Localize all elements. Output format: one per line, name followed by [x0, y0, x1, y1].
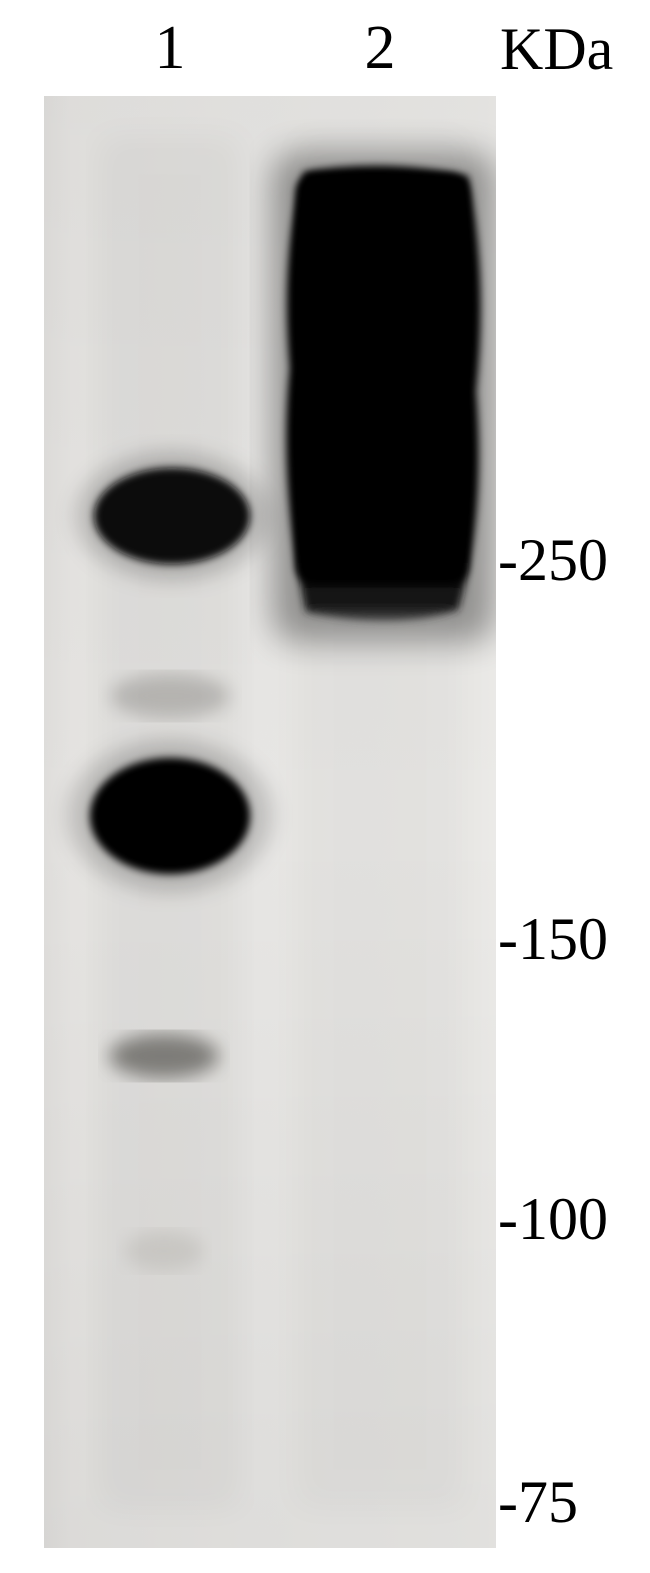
marker-150: -150	[498, 905, 608, 974]
kda-unit-label: KDa	[500, 15, 613, 84]
marker-250: -250	[498, 526, 608, 595]
marker-100: -100	[498, 1185, 608, 1254]
lane1-streak	[100, 136, 240, 1508]
marker-75: -75	[498, 1468, 578, 1537]
lane-2-label: 2	[365, 13, 396, 84]
western-blot-figure: 1 2 KDa -250 -150 -100 -75	[0, 0, 650, 1573]
blot-svg	[44, 96, 496, 1548]
blot-membrane	[44, 96, 496, 1548]
lane-1-label: 1	[155, 13, 186, 84]
lane2-streak	[295, 136, 465, 1508]
